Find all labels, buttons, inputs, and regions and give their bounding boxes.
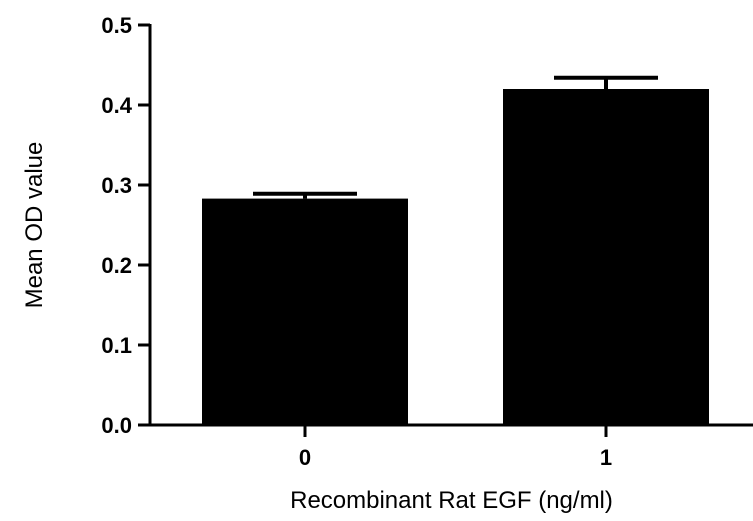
x-tick-label: 1 [600, 445, 612, 470]
y-tick-label: 0.3 [101, 173, 132, 198]
y-axis-label: Mean OD value [21, 142, 48, 309]
y-tick-label: 0.2 [101, 253, 132, 278]
x-axis-label: Recombinant Rat EGF (ng/ml) [290, 487, 613, 514]
y-tick-label: 0.0 [101, 413, 132, 438]
bar [503, 89, 709, 425]
y-tick-label: 0.4 [101, 93, 132, 118]
x-tick-label: 0 [299, 445, 311, 470]
y-tick-label: 0.1 [101, 333, 132, 358]
y-tick-label: 0.5 [101, 13, 132, 38]
plot-area: 0.0 0.1 0.2 0.3 0.4 0.5 0 1 [101, 13, 753, 470]
bar [202, 198, 408, 425]
